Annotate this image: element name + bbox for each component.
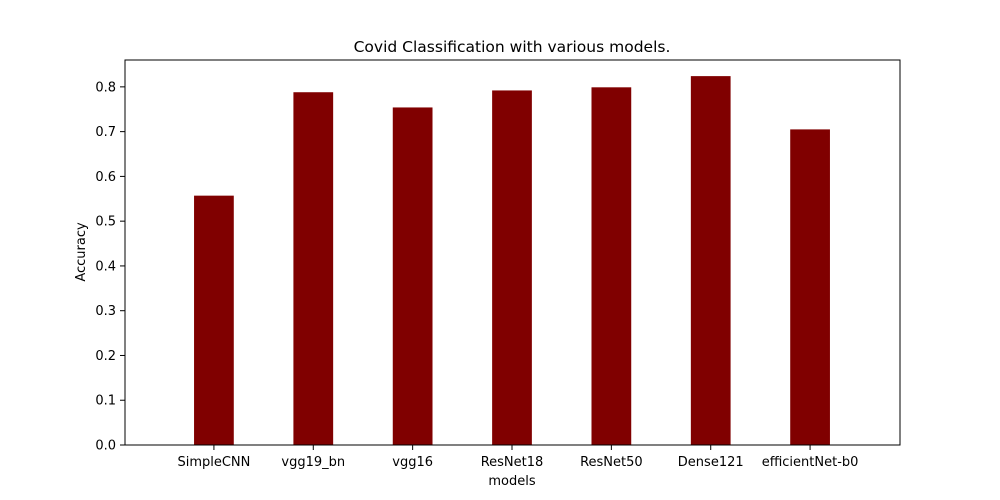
bar-dense121 [690,76,731,446]
x-tick-label: efficientNet-b0 [762,455,859,470]
y-tick-label: 0.2 [95,349,116,364]
x-axis-label: models [488,474,535,489]
y-tick-label: 0.6 [95,170,116,185]
bar-efficientnet-b0 [790,129,830,445]
x-axis-ticks: SimpleCNN vgg19_bn vgg16 ResNet18 ResNet50 De… [177,445,858,470]
y-tick-label: 0.5 [95,215,116,230]
bars-group [194,76,830,446]
bar-resnet50 [591,87,632,445]
x-tick-label: vgg16 [392,455,433,470]
x-tick-label: ResNet50 [580,455,643,470]
y-tick-label: 0.8 [95,80,116,95]
y-tick-label: 0.7 [95,125,116,140]
plot-frame [124,59,901,446]
y-axis-ticks: 0.0 0.1 0.2 0.3 0.4 0.5 0.6 0.7 0.8 [95,80,125,454]
bar-vgg19-bn [293,92,334,445]
bar-resnet18 [492,90,532,445]
chart-title: Covid Classification with various models… [354,38,671,56]
x-tick-label: Dense121 [678,455,744,470]
bar-vgg16 [392,107,433,445]
bar-simplecnn [194,195,234,445]
y-tick-label: 0.0 [95,439,116,454]
y-tick-label: 0.4 [95,259,116,274]
y-axis-label: Accuracy [74,222,89,282]
x-tick-label: SimpleCNN [177,455,250,470]
x-tick-label: vgg19_bn [281,455,345,470]
y-tick-label: 0.1 [95,394,116,409]
y-tick-label: 0.3 [95,304,116,319]
x-tick-label: ResNet18 [481,455,544,470]
